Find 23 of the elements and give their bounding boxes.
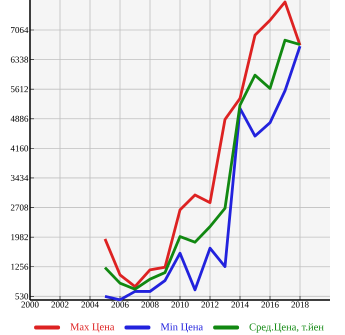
legend-label: Min Цена <box>160 323 203 332</box>
x-tick-label: 2004 <box>81 302 99 308</box>
legend-label: Max Цена <box>70 323 114 332</box>
y-tick-label: 2708 <box>10 204 28 211</box>
y-tick-label: 5612 <box>10 86 28 92</box>
x-tick-label: 2006 <box>111 302 129 308</box>
y-tick-label: 1982 <box>11 234 28 240</box>
y-tick-label: 4886 <box>10 116 28 122</box>
x-tick-label: 2012 <box>201 302 218 308</box>
x-tick-label: 2016 <box>261 302 279 308</box>
y-tick-label: 530 <box>15 293 28 300</box>
y-tick-label: 6338 <box>10 56 28 63</box>
x-tick-label: 2000 <box>21 302 39 308</box>
x-tick-label: 2002 <box>51 302 68 308</box>
y-tick-label: 3434 <box>10 174 28 181</box>
x-tick-label: 2008 <box>141 302 159 308</box>
x-tick-label: 2010 <box>171 302 189 308</box>
x-tick-label: 2014 <box>231 302 249 308</box>
legend-label: Сред.Цена, т.йен <box>250 323 324 333</box>
y-tick-label: 1256 <box>11 264 28 270</box>
x-tick-label: 2018 <box>291 302 309 308</box>
y-tick-label: 4160 <box>10 145 28 152</box>
y-tick-label: 7064 <box>11 26 28 34</box>
